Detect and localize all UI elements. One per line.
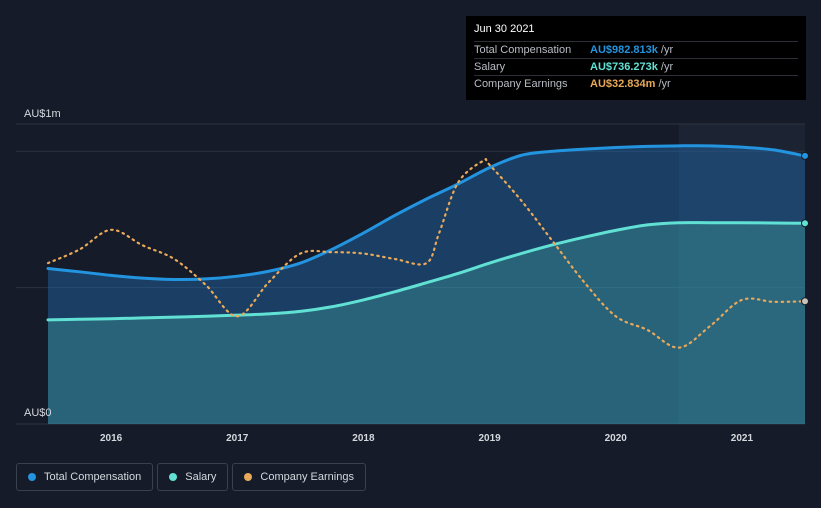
x-tick-label: 2020 bbox=[605, 433, 628, 444]
legend-label: Salary bbox=[185, 471, 217, 483]
legend-item-total-compensation[interactable]: Total Compensation bbox=[16, 463, 154, 491]
series-lines bbox=[46, 144, 807, 349]
legend-label: Company Earnings bbox=[260, 471, 354, 483]
x-tick-label: 2021 bbox=[731, 433, 754, 444]
legend-item-company-earnings[interactable]: Company Earnings bbox=[232, 463, 366, 491]
tooltip-unit: /yr bbox=[660, 44, 674, 56]
tooltip-label: Company Earnings bbox=[474, 78, 568, 90]
area-salary bbox=[48, 222, 805, 424]
tooltip-value: AU$982.813k bbox=[590, 44, 658, 56]
legend-dot-icon bbox=[169, 473, 178, 481]
x-tick-label: 2017 bbox=[226, 433, 249, 444]
tooltip-date: Jun 30 2021 bbox=[474, 23, 535, 35]
tooltip-row-salary: Salary AU$736.273k /yr bbox=[474, 58, 798, 75]
hover-tooltip: Jun 30 2021 Total Compensation AU$982.81… bbox=[466, 16, 806, 100]
line-salary bbox=[46, 221, 807, 322]
tooltip-label: Total Compensation bbox=[474, 44, 572, 56]
line-company-earnings bbox=[46, 157, 807, 349]
tooltip-value: AU$32.834m bbox=[590, 78, 656, 90]
line-total-compensation bbox=[46, 144, 807, 282]
series-end-markers bbox=[801, 151, 809, 306]
forecast-region bbox=[678, 124, 805, 424]
tooltip-label: Salary bbox=[474, 61, 506, 73]
x-tick-label: 2019 bbox=[478, 433, 501, 444]
end-marker-total-compensation bbox=[801, 151, 809, 160]
legend-dot-icon bbox=[28, 473, 36, 481]
area-total-compensation bbox=[48, 145, 805, 425]
plot-background bbox=[16, 124, 805, 424]
legend-dot-icon bbox=[244, 473, 253, 481]
end-marker-company-earnings bbox=[801, 297, 809, 306]
series-areas bbox=[48, 145, 805, 425]
tooltip-row-total: Total Compensation AU$982.813k /yr bbox=[474, 41, 798, 58]
tooltip-row-earnings: Company Earnings AU$32.834m /yr bbox=[474, 75, 798, 92]
x-tick-label: 2016 bbox=[100, 433, 123, 444]
legend-label: Total Compensation bbox=[44, 471, 142, 483]
y-axis-bottom-label: AU$0 bbox=[24, 407, 52, 419]
tooltip-value: AU$736.273k bbox=[590, 61, 658, 73]
x-axis-ticks: 2016 2017 2018 2019 2020 2021 bbox=[100, 433, 754, 444]
end-marker-salary bbox=[801, 219, 809, 228]
y-axis-top-label: AU$1m bbox=[24, 108, 61, 120]
tooltip-unit: /yr bbox=[660, 61, 674, 73]
legend-item-salary[interactable]: Salary bbox=[157, 463, 229, 491]
legend: Total Compensation Salary Company Earnin… bbox=[16, 463, 366, 491]
tooltip-unit: /yr bbox=[658, 78, 671, 90]
x-tick-label: 2018 bbox=[352, 433, 375, 444]
